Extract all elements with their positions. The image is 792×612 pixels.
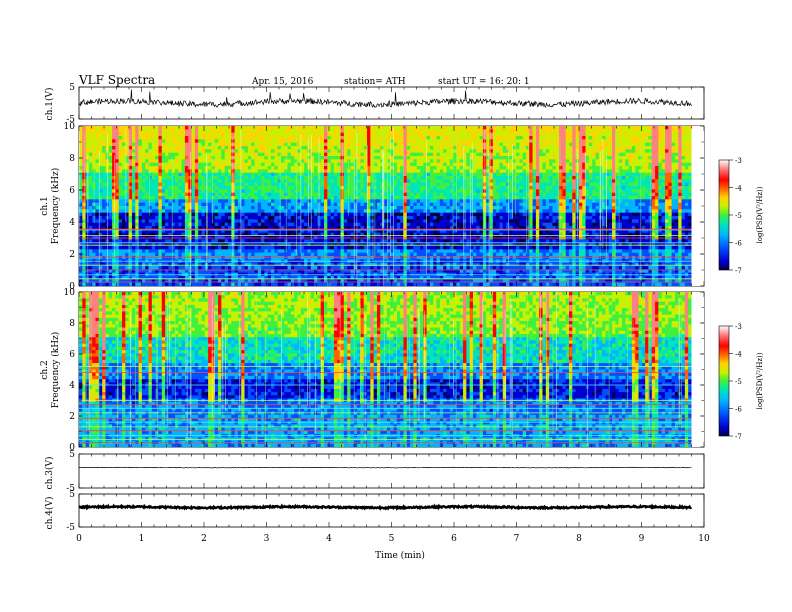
- ch2-frequency-axis-label: Frequency (kHz): [50, 332, 61, 409]
- ch1-colorbar-label: log(PSD(V²/Hz)): [756, 186, 764, 243]
- ch4-waveform-trace: [78, 503, 693, 511]
- ch3-waveform-ytick-label: 5: [69, 450, 75, 460]
- ch1-spectrogram-heatmap: [79, 126, 704, 286]
- x-tick-label: 8: [576, 534, 582, 544]
- colorbar-tick-label: -3: [735, 323, 742, 331]
- x-tick-label: 7: [514, 534, 520, 544]
- ch2-colorbar-label: log(PSD(V²/Hz)): [756, 352, 764, 409]
- ch1-spectrogram-ytick-label: 10: [64, 122, 76, 132]
- ch2-spectrogram-ytick-label: 10: [64, 288, 76, 298]
- colorbar-tick-label: -7: [735, 267, 742, 275]
- ch4-waveform-ytick-label: -5: [66, 523, 75, 533]
- ch2-spectrogram-heatmap: [79, 292, 704, 447]
- x-tick-label: 1: [139, 534, 145, 544]
- ch1-waveform-ytick-label: 5: [69, 83, 75, 93]
- colorbar-tick-label: -4: [735, 185, 742, 193]
- ch2-spectrogram-ytick-label: 2: [69, 412, 75, 422]
- ch2-colorbar: -3 -4 -5 -6 -7 log(PSD(V²/Hz)): [718, 323, 764, 441]
- waveform-traces: [78, 89, 693, 511]
- ch3-voltage-axis-label: ch.3(V): [44, 457, 55, 490]
- ch3-waveform-ytick-label: -5: [66, 484, 75, 494]
- header-start-time: start UT = 16: 20: 1: [438, 77, 530, 87]
- ch4-voltage-axis-label: ch.4(V): [44, 497, 55, 530]
- ch3-waveform-trace: [79, 466, 692, 469]
- ch1-spectrogram-ytick-label: 6: [69, 186, 75, 196]
- colorbar-tick-label: -6: [735, 240, 742, 248]
- ch1-spectrogram-ytick-label: 2: [69, 250, 75, 260]
- ch2-spectrogram-ytick-label: 4: [69, 381, 75, 391]
- ch1-waveform-ytick-label: -5: [66, 115, 75, 125]
- colorbar-tick-label: -5: [735, 212, 742, 220]
- ch4-waveform-ytick-label: 5: [69, 490, 75, 500]
- ch2-spectrogram-ytick-label: 8: [69, 319, 75, 329]
- ch1-channel-label: ch.1: [40, 196, 50, 215]
- header-station: station= ATH: [344, 77, 406, 87]
- x-tick-label: 0: [76, 534, 82, 544]
- ch2-spectrogram-ytick-label: 6: [69, 350, 75, 360]
- x-axis-label: Time (min): [375, 550, 425, 561]
- ch1-voltage-axis-label: ch.1(V): [44, 88, 55, 121]
- colorbar-tick-label: -3: [735, 157, 742, 165]
- x-tick-label: 4: [326, 534, 332, 544]
- figure-title: VLF Spectra: [78, 73, 155, 87]
- colorbar-tick-label: -5: [735, 378, 742, 386]
- ch1-spectrogram-ytick-label: 0: [69, 282, 75, 292]
- x-tick-label: 5: [389, 534, 395, 544]
- ch1-spectrogram-ytick-label: 4: [69, 218, 75, 228]
- ch3-waveform-frame: [78, 453, 705, 489]
- x-tick-label: 9: [639, 534, 645, 544]
- ch2-channel-label: ch.2: [40, 360, 50, 379]
- x-tick-label: 6: [451, 534, 457, 544]
- colorbar-tick-label: -7: [735, 433, 742, 441]
- ch1-colorbar: -3 -4 -5 -6 -7 log(PSD(V²/Hz)): [718, 157, 764, 275]
- x-tick-label: 10: [698, 534, 710, 544]
- colorbar-tick-label: -4: [735, 351, 742, 359]
- x-tick-label: 3: [264, 534, 270, 544]
- colorbar-tick-label: -6: [735, 406, 742, 414]
- ch1-frequency-axis-label: Frequency (kHz): [50, 168, 61, 245]
- x-tick-label: 2: [201, 534, 207, 544]
- ch1-waveform-trace: [78, 89, 692, 109]
- ch1-spectrogram-ytick-label: 8: [69, 154, 75, 164]
- header-date: Apr. 15, 2016: [251, 77, 314, 87]
- ch2-spectrogram-ytick-label: 0: [69, 443, 75, 453]
